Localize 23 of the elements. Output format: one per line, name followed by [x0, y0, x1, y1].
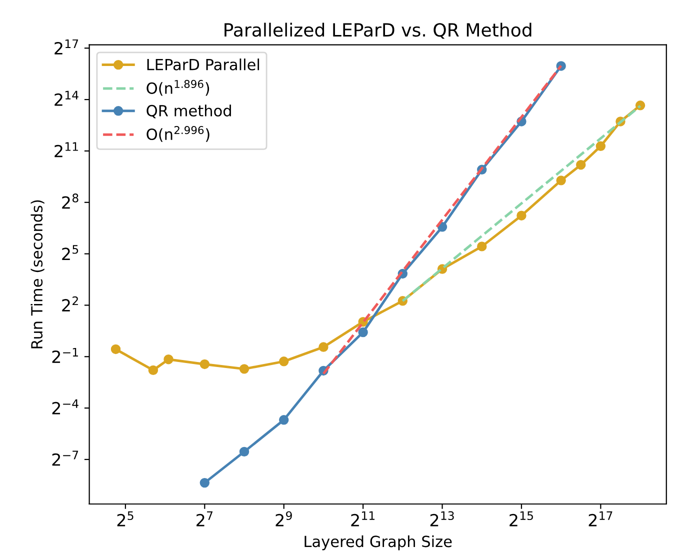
legend-label: O(n$^{2.996}$) [146, 126, 210, 142]
legend-label: QR method [146, 104, 231, 118]
x-tick-label: 2$^{5}$ [117, 511, 134, 526]
x-tick-label: 2$^{17}$ [588, 511, 612, 526]
y-tick-label: 2$^{−7}$ [52, 450, 78, 466]
x-tick-label: 2$^{13}$ [430, 511, 454, 526]
chart-title: Parallelized LEParD vs. QR Method [224, 22, 532, 39]
y-tick-label: 2$^{2}$ [62, 296, 78, 312]
legend-label: LEParD Parallel [147, 58, 260, 70]
y-tick-label: 2$^{−4}$ [52, 399, 78, 414]
y-tick-label: 2$^{17}$ [54, 39, 78, 54]
legend-label: O(n$^{1.896}$) [146, 80, 210, 96]
y-tick-label: 2$^{−1}$ [52, 348, 78, 363]
y-tick-label: 2$^{14}$ [54, 90, 78, 106]
x-tick-label: 2$^{11}$ [351, 511, 375, 526]
x-tick-label: 2$^{7}$ [196, 511, 213, 526]
y-tick-label: 2$^{8}$ [62, 194, 78, 209]
y-tick-label: 2$^{11}$ [54, 142, 78, 158]
y-axis-title: Run Time (seconds) [30, 200, 44, 348]
x-axis-title: Layered Graph Size [304, 535, 452, 550]
x-tick-label: 2$^{9}$ [276, 511, 292, 526]
y-tick-label: 2$^{5}$ [62, 245, 78, 260]
x-tick-label: 2$^{15}$ [510, 511, 533, 526]
